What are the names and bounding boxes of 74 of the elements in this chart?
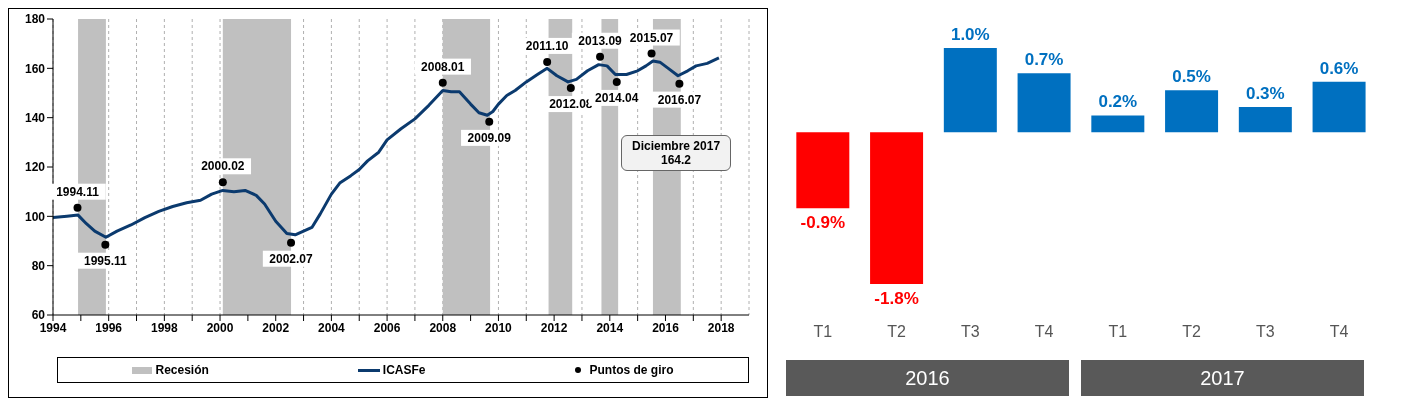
- x-tick-label: T1: [813, 323, 833, 341]
- data-label: 0.2%: [1098, 92, 1138, 112]
- text: 2017: [1081, 360, 1364, 396]
- legend-label: Puntos de giro: [588, 363, 674, 377]
- x-tick-label: 1998: [151, 320, 179, 335]
- y-tick-label: 180: [24, 12, 46, 27]
- annotation: Diciembre 2017 164.2: [621, 135, 732, 171]
- legend-label: Recesión: [154, 363, 209, 377]
- text: 2016: [786, 360, 1069, 396]
- bar: [1165, 90, 1219, 133]
- x-tick-label: 2002: [262, 320, 290, 335]
- bar: [1091, 115, 1145, 133]
- annotation: 2015.07: [629, 30, 674, 45]
- x-tick-label: 2012: [540, 320, 568, 335]
- x-tick-label: 1994: [39, 320, 67, 335]
- point: [543, 57, 552, 66]
- point: [596, 52, 605, 61]
- x-tick-label: T2: [887, 323, 907, 341]
- x-tick-label: T3: [961, 323, 980, 341]
- x-tick-label: 2004: [318, 320, 346, 335]
- bar: [1238, 107, 1292, 133]
- legend-label: ICASFe: [381, 363, 426, 377]
- x-tick-label: 2014: [596, 320, 624, 335]
- y-tick-label: 140: [24, 110, 46, 125]
- bar: [943, 48, 997, 133]
- annotation: 2011.10: [525, 38, 569, 53]
- data-label: -1.8%: [874, 289, 919, 308]
- data-label: 0.5%: [1172, 67, 1211, 87]
- bar: [870, 132, 924, 284]
- x-tick-label: 2006: [373, 320, 401, 335]
- annotation: 1995.11: [83, 253, 128, 268]
- x-tick-label: 2010: [485, 320, 513, 335]
- y-tick-label: 80: [31, 258, 46, 273]
- annotation: 2016.07: [657, 92, 702, 107]
- line-series: [53, 56, 721, 239]
- x-tick-label: T2: [1182, 323, 1202, 341]
- y-tick-label: 120: [24, 160, 46, 175]
- data-label: 0.6%: [1319, 58, 1359, 78]
- point: [287, 238, 296, 247]
- data-label: 0.7%: [1024, 50, 1064, 70]
- data-label: 1.0%: [950, 25, 990, 44]
- point: [675, 79, 684, 88]
- y-tick-label: 60: [31, 308, 46, 323]
- annotation: 2000.02: [201, 159, 245, 174]
- point: [218, 178, 227, 187]
- point: [438, 78, 447, 87]
- x-tick-label: 1996: [95, 320, 123, 335]
- annotation: 2002.07: [269, 251, 314, 266]
- point: [566, 84, 575, 93]
- x-tick-label: T3: [1256, 323, 1275, 341]
- data-label: -0.9%: [800, 213, 846, 233]
- x-tick-label: 2016: [652, 320, 680, 335]
- x-tick-label: 2008: [429, 320, 457, 335]
- point: [612, 77, 621, 86]
- annotation: 2008.01: [421, 59, 465, 74]
- x-tick-label: T4: [1329, 323, 1349, 341]
- bar: [796, 132, 850, 209]
- point: [647, 49, 656, 58]
- bar: [1017, 73, 1071, 133]
- x-tick-label: 2000: [206, 320, 234, 335]
- annotation: 2014.04: [595, 90, 639, 105]
- annotation: 1994.11: [56, 184, 100, 199]
- bar: [1312, 81, 1366, 133]
- x-tick-label: T4: [1034, 323, 1054, 341]
- y-tick-label: 100: [24, 209, 46, 224]
- annotation: 2009.09: [467, 130, 512, 145]
- x-tick-label: T1: [1108, 323, 1128, 341]
- x-tick-label: 2018: [707, 320, 735, 335]
- annotation: 2013.09: [578, 33, 623, 48]
- point: [101, 240, 110, 249]
- data-label: 0.3%: [1245, 84, 1285, 103]
- point: [73, 203, 82, 212]
- y-tick-label: 160: [24, 61, 46, 76]
- point: [485, 117, 494, 126]
